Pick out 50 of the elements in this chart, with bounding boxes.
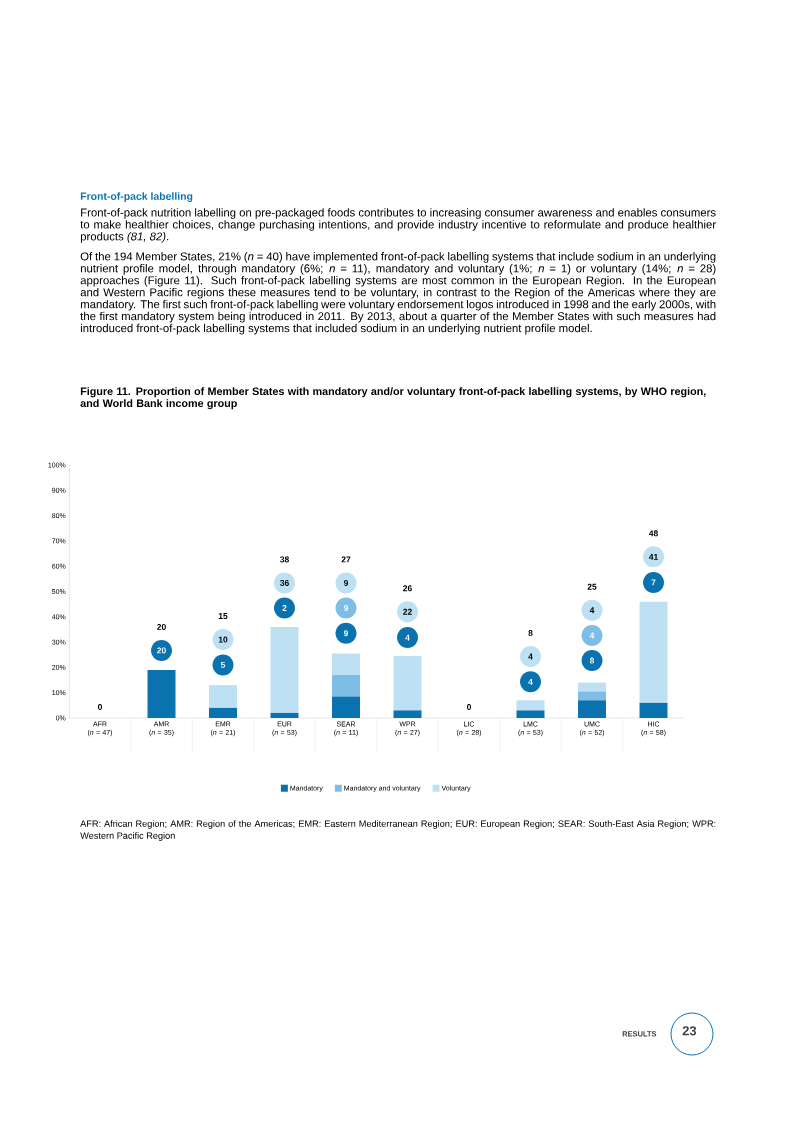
annotation: 4 [589, 632, 595, 639]
annotation: 20 [157, 623, 166, 630]
bar [270, 626, 299, 713]
annotation: 9 [343, 630, 349, 637]
text: 23 [682, 1026, 697, 1036]
annotation: 5 [220, 661, 226, 668]
bar [639, 601, 668, 703]
annotation: 26 [403, 585, 412, 592]
bar [332, 675, 361, 697]
bar [209, 685, 237, 708]
annotation: 20 [157, 647, 166, 654]
bar [639, 702, 668, 719]
bar [332, 653, 361, 675]
annotation: 4 [405, 634, 410, 641]
bar [209, 707, 237, 719]
bar [578, 691, 607, 701]
annotation: 0 [97, 704, 103, 710]
annotation: 4 [589, 607, 595, 614]
bar [332, 696, 361, 719]
annotation: 15 [218, 613, 228, 620]
text: AFR: African Region; AMR: Region of the Americas; EMR: Eastern Mediterranean Region; EUR: European Region; SEAR: South-East Asia Region; WPR: Western Pacific Region [80, 820, 716, 841]
bar [516, 710, 545, 719]
bar [147, 669, 176, 719]
annotation: 9 [343, 579, 349, 586]
annotation: 9 [343, 604, 349, 611]
annotation: 38 [279, 556, 289, 563]
annotation: 22 [403, 608, 412, 615]
annotation: 4 [528, 653, 533, 660]
annotation: 25 [587, 583, 597, 590]
annotation: 8 [528, 630, 533, 637]
annotation: 7 [651, 579, 656, 586]
annotation: 48 [648, 530, 658, 537]
text: Front-of-pack nutrition labelling on pre-packaged foods contributes to increasing consumer awareness and enables consumers to make healthier choices, change purchasing intentions, and provide industry incentive to reformulate and produce healthier products (81, 82). [80, 208, 716, 243]
annotation: 0 [466, 704, 472, 710]
annotation: 41 [648, 553, 658, 560]
bar [393, 656, 422, 711]
annotation: 4 [528, 678, 533, 685]
annotation: 27 [341, 556, 351, 563]
text: Front-of-pack labelling [80, 192, 193, 202]
annotation: 36 [279, 579, 289, 586]
bar [516, 700, 545, 711]
bar [578, 700, 607, 719]
chart-title: Figure 11. Proportion of Member States with mandatory and/or voluntary front-of-pack labelling systems, by WHO region, and World Bank income group [80, 387, 706, 410]
bar [578, 682, 607, 692]
bar [270, 712, 299, 719]
bar [393, 710, 422, 719]
annotation: 10 [218, 636, 228, 643]
annotation: 2 [282, 605, 287, 611]
text: Of the 194 Member States, 21% (n = 40) have implemented front-of-pack labelling systems that include sodium in an underlying nutrient profile model, through mandatory (6%; n = 11), mandatory and voluntary (1%; n = 1) or voluntary (14%; n = 28) approaches (Figure 11). Such front-of-pack labelling systems are most common in the European Region. In the European and Western Pacific regions these measures tend to be voluntary, in contrast to the Region of the Americas where they are mandatory. The first such front-of-pack labelling were voluntary endorsement logos introduced in 1998 and the early 2000s, with the first mandatory system being introduced in 2011. By 2013, about a quarter of the Member States with such measures had introduced front-of-pack labelling systems that included sodium in an underlying nutrient profile model. [80, 252, 716, 335]
annotation: 8 [589, 657, 595, 664]
